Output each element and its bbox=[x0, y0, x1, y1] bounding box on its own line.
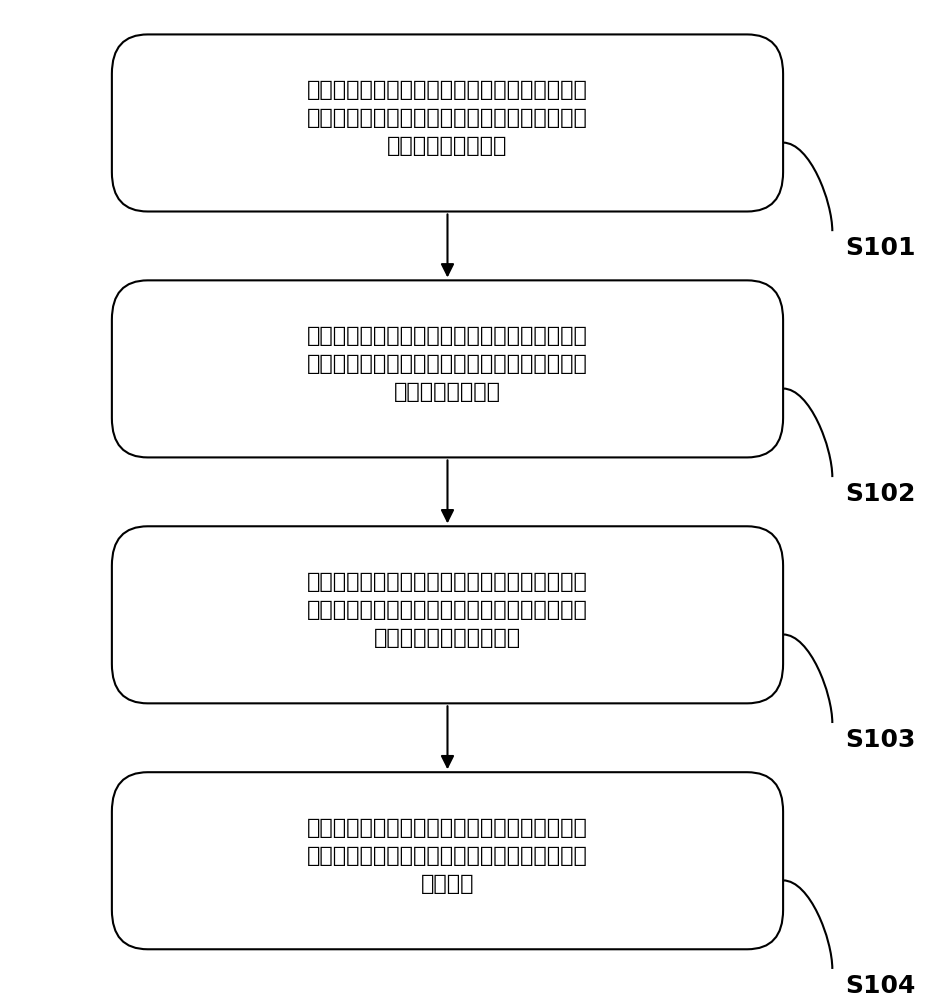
FancyBboxPatch shape bbox=[112, 772, 783, 949]
Text: S104: S104 bbox=[845, 974, 916, 998]
Text: 获取目的层段的岩心柱塞样品的第一参数，根据
第一参数计算所述目的层的有效孔隙度、覆压渗
透率和启动压力梯度: 获取目的层段的岩心柱塞样品的第一参数，根据 第一参数计算所述目的层的有效孔隙度、… bbox=[307, 80, 588, 156]
Text: 根据目的层有效孔隙度、第二参数、原油最大可
动半径和可动空间比例值，确定所述目的层原油
可动储量: 根据目的层有效孔隙度、第二参数、原油最大可 动半径和可动空间比例值，确定所述目的… bbox=[307, 818, 588, 894]
Text: S101: S101 bbox=[845, 236, 916, 260]
Text: S102: S102 bbox=[845, 482, 916, 506]
Text: 获取所述目的层原油的第二参数，根据所述目的
层覆压渗透率、启动压力梯度和第二参数，确定
原油最大可动半径: 获取所述目的层原油的第二参数，根据所述目的 层覆压渗透率、启动压力梯度和第二参数… bbox=[307, 326, 588, 402]
FancyBboxPatch shape bbox=[112, 34, 783, 211]
Text: 根据所述覆压渗透率确定原油流动所需的有效吼
道半径下限值，基于所述有效吼道半径下限值，
确定有效可动空间比例值: 根据所述覆压渗透率确定原油流动所需的有效吼 道半径下限值，基于所述有效吼道半径下… bbox=[307, 572, 588, 648]
Text: S103: S103 bbox=[845, 728, 916, 752]
FancyBboxPatch shape bbox=[112, 526, 783, 703]
FancyBboxPatch shape bbox=[112, 280, 783, 457]
